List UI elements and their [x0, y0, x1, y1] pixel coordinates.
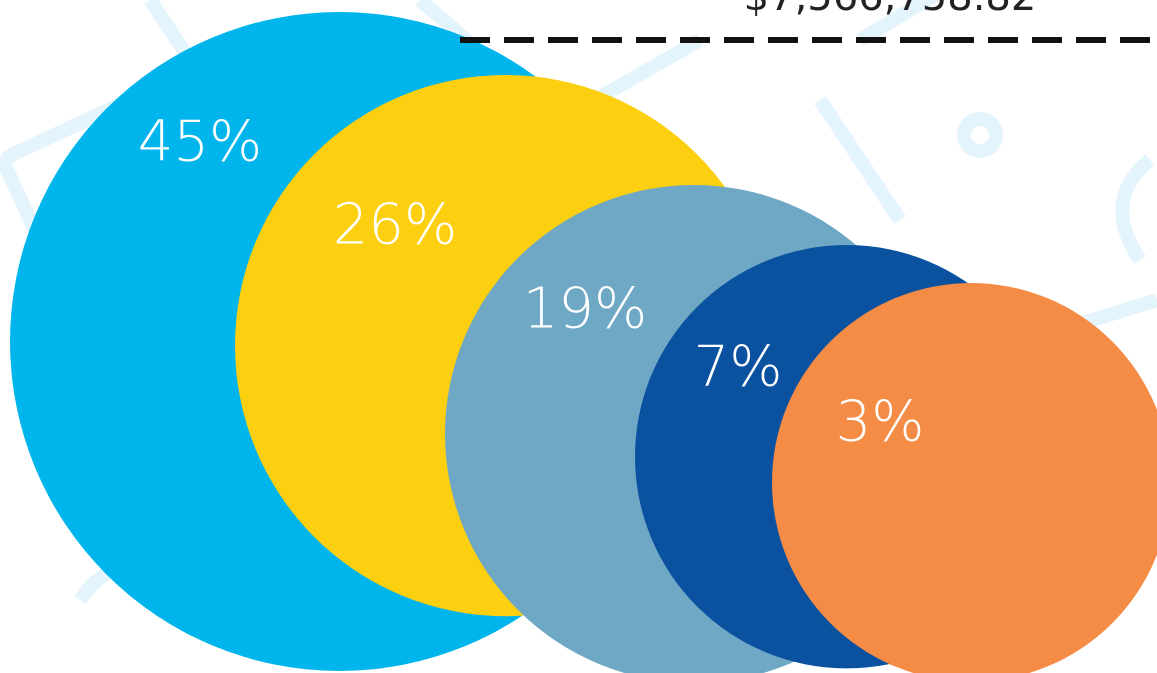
- value-label: 45%: [138, 109, 262, 174]
- total-annotation: $7,566,758.82: [744, 0, 1037, 20]
- circles: 45% 26% 19% 7% 3%: [10, 12, 1157, 673]
- value-label: 7%: [694, 334, 783, 399]
- bubble: [772, 283, 1157, 673]
- value-label: 3%: [836, 389, 925, 454]
- value-label: 26%: [333, 192, 457, 257]
- value-label: 19%: [523, 276, 647, 341]
